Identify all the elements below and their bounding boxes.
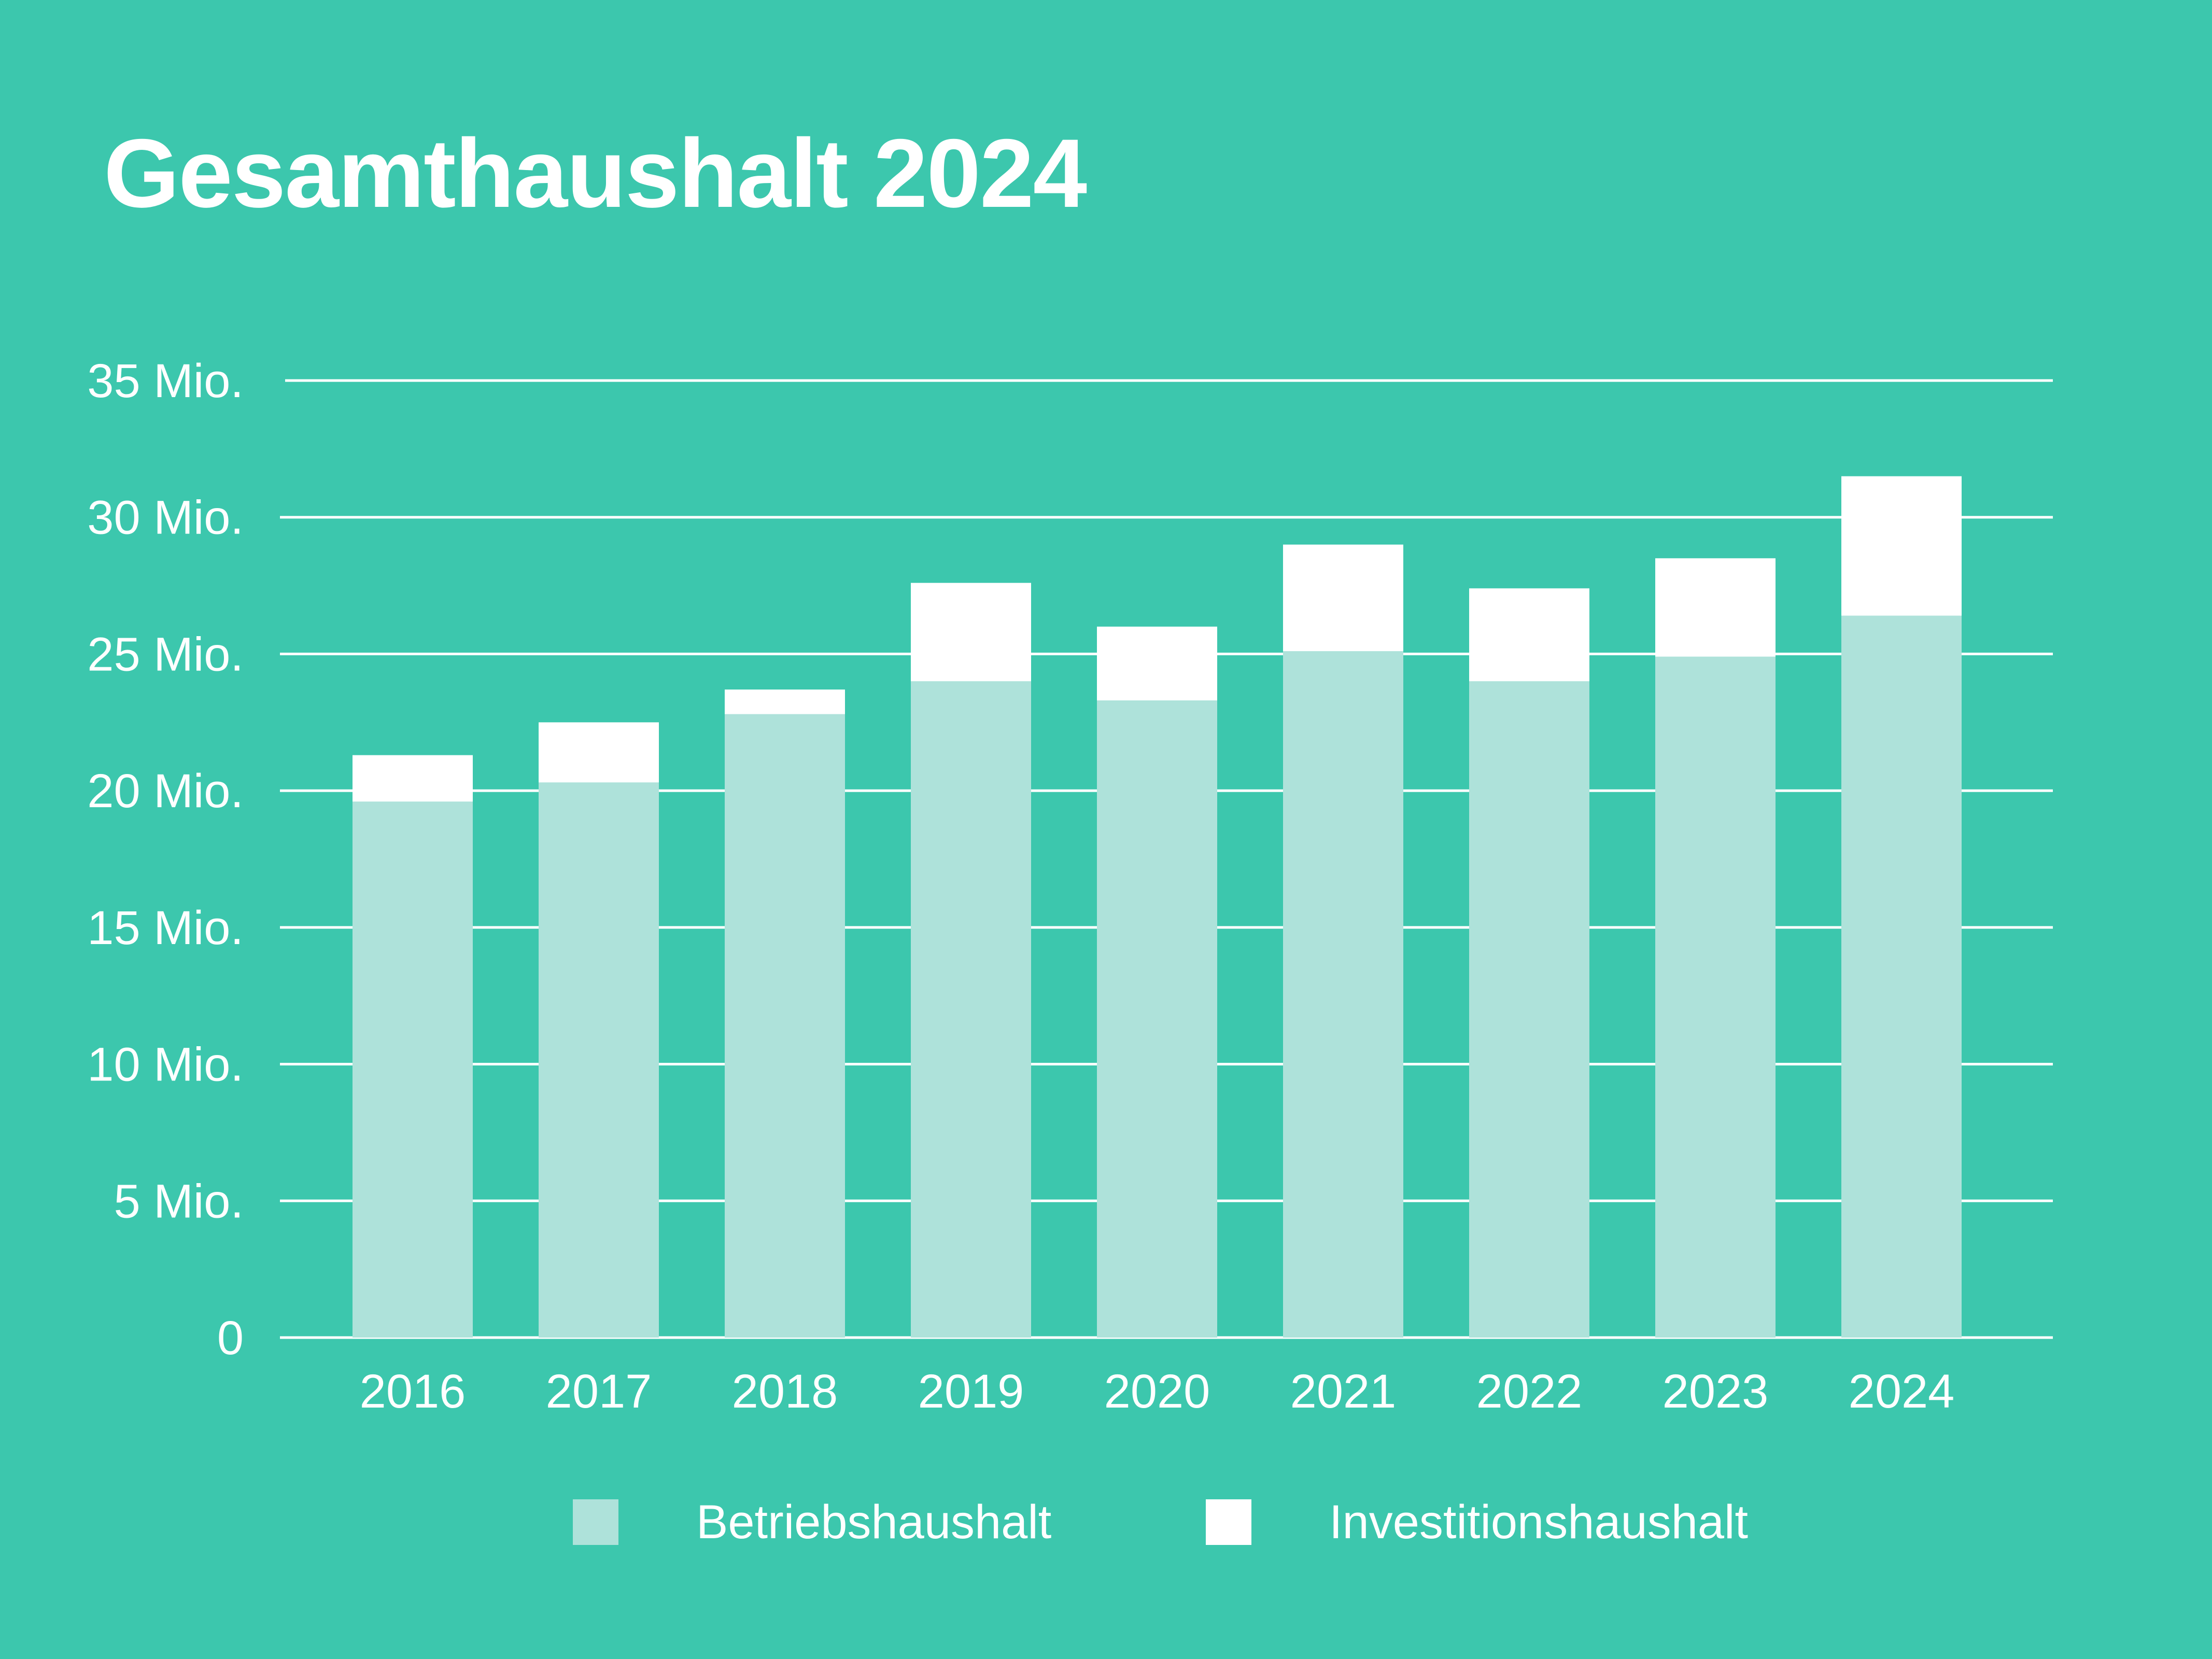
y-tick-label-35-mio: 35 Mio. xyxy=(87,355,244,407)
x-tick-label-2019: 2019 xyxy=(918,1365,1024,1418)
bar-investitionshaushalt-2023 xyxy=(1655,558,1776,657)
legend-label-investitionshaushalt: Investitionshaushalt xyxy=(1329,1496,1749,1549)
bar-investitionshaushalt-2018 xyxy=(725,689,845,714)
bar-investitionshaushalt-2016 xyxy=(353,755,473,802)
bar-betriebshaushalt-2020 xyxy=(1097,700,1217,1338)
bar-investitionshaushalt-2024 xyxy=(1841,476,1962,616)
bar-betriebshaushalt-2024 xyxy=(1841,615,1962,1338)
legend-swatch-betriebshaushalt xyxy=(573,1499,618,1545)
x-tick-label-2020: 2020 xyxy=(1104,1365,1210,1418)
x-tick-label-2016: 2016 xyxy=(360,1365,466,1418)
bar-betriebshaushalt-2019 xyxy=(911,681,1031,1338)
x-tick-label-2023: 2023 xyxy=(1662,1365,1769,1418)
legend-item-betriebshaushalt: Betriebshaushalt xyxy=(573,1498,1051,1546)
y-tick-label-10-mio: 10 Mio. xyxy=(87,1038,244,1091)
bar-investitionshaushalt-2020 xyxy=(1097,626,1217,701)
chart-title: Gesamthaushalt 2024 xyxy=(104,119,1087,228)
bar-investitionshaushalt-2021 xyxy=(1283,544,1403,652)
y-tick-label-0: 0 xyxy=(217,1312,244,1365)
x-axis-ticks: 2016 2017 2018 2019 2020 2021 2022 2023 2024 xyxy=(360,1365,1955,1418)
y-tick-label-30-mio: 30 Mio. xyxy=(87,491,244,544)
x-tick-label-2018: 2018 xyxy=(732,1365,838,1418)
bar-betriebshaushalt-2021 xyxy=(1283,651,1403,1338)
y-tick-label-20-mio: 20 Mio. xyxy=(87,765,244,818)
bar-betriebshaushalt-2016 xyxy=(353,802,473,1338)
legend-label-betriebshaushalt: Betriebshaushalt xyxy=(696,1496,1052,1549)
bar-investitionshaushalt-2019 xyxy=(911,583,1031,682)
bar-betriebshaushalt-2017 xyxy=(539,782,659,1338)
bar-investitionshaushalt-2017 xyxy=(539,722,659,783)
bars xyxy=(353,476,1962,1338)
bar-investitionshaushalt-2022 xyxy=(1469,588,1589,682)
bar-betriebshaushalt-2018 xyxy=(725,714,845,1338)
x-tick-label-2017: 2017 xyxy=(546,1365,652,1418)
bar-betriebshaushalt-2023 xyxy=(1655,656,1776,1338)
y-tick-label-15-mio: 15 Mio. xyxy=(87,902,244,954)
legend-item-investitionshaushalt: Investitionshaushalt xyxy=(1206,1498,1748,1546)
y-axis-ticks: 0 5 Mio. 10 Mio. 15 Mio. 20 Mio. 25 Mio. 30 Mi… xyxy=(87,355,244,1365)
x-tick-label-2021: 2021 xyxy=(1290,1365,1397,1418)
y-tick-label-5-mio: 5 Mio. xyxy=(114,1175,244,1228)
bar-betriebshaushalt-2022 xyxy=(1469,681,1589,1338)
y-tick-label-25-mio: 25 Mio. xyxy=(87,628,244,681)
x-tick-label-2024: 2024 xyxy=(1849,1365,1955,1418)
x-tick-label-2022: 2022 xyxy=(1476,1365,1583,1418)
legend-swatch-investitionshaushalt xyxy=(1206,1499,1251,1545)
